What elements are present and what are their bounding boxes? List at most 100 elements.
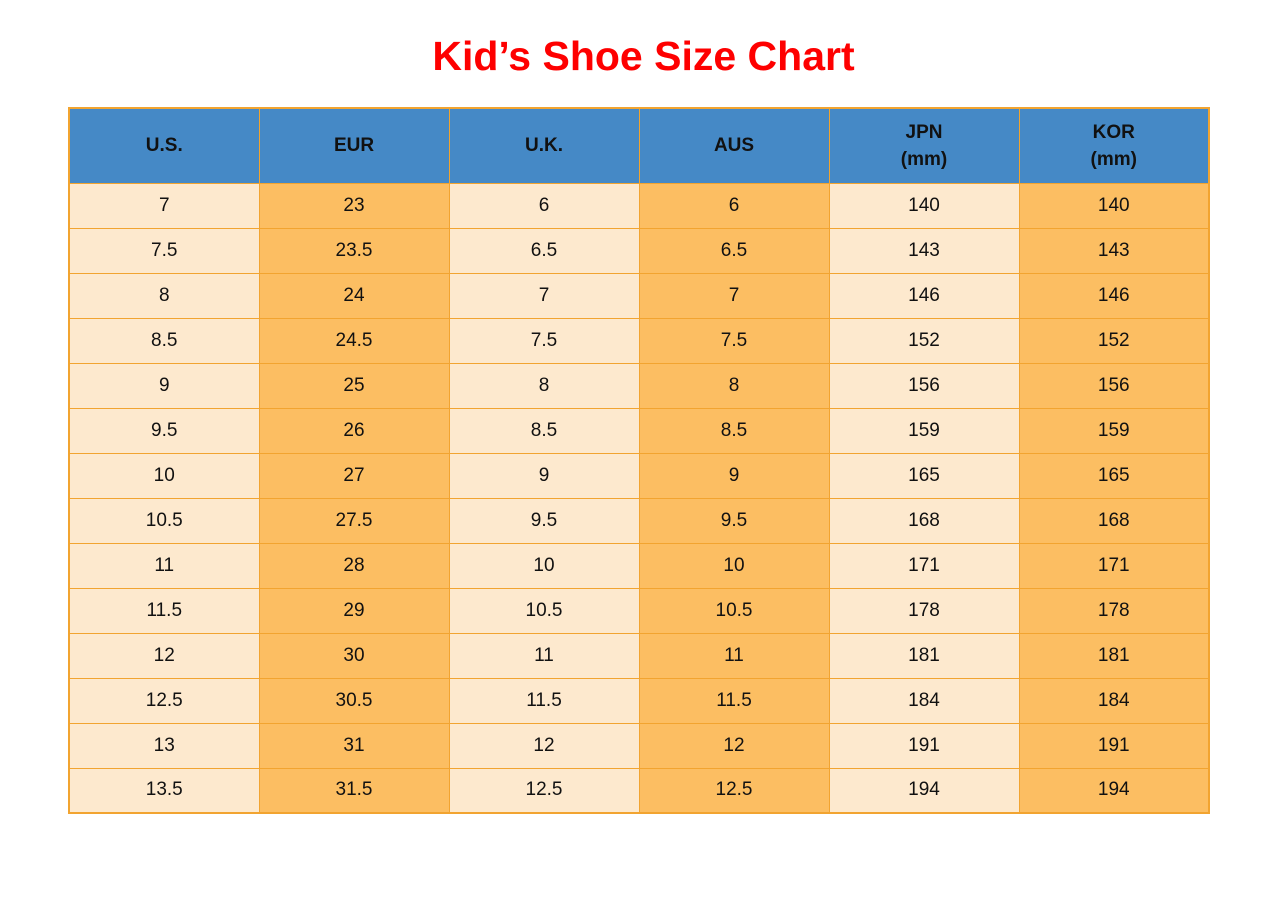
table-row: 12.5 30.5 11.5 11.5 184 184 xyxy=(68,677,1210,724)
table-cell: 168 xyxy=(1018,497,1210,544)
table-body: 7 23 6 6 140 140 7.5 23.5 6.5 6.5 143 143 8 24 7 7 146 14… xyxy=(68,182,1210,814)
table-header: U.S. EUR U.K. AUS JPN (mm) KOR (mm) xyxy=(68,107,1210,184)
table-cell: 143 xyxy=(1018,227,1210,274)
table-cell: 181 xyxy=(828,632,1020,679)
table-cell: 8.5 xyxy=(448,407,640,454)
table-cell: 146 xyxy=(1018,272,1210,319)
table-row: 8 24 7 7 146 146 xyxy=(68,272,1210,319)
table-cell: 27.5 xyxy=(258,497,450,544)
table-cell: 10.5 xyxy=(638,587,830,634)
table-cell: 143 xyxy=(828,227,1020,274)
table-cell: 7.5 xyxy=(448,317,640,364)
table-cell: 11.5 xyxy=(68,587,260,634)
table-cell: 11.5 xyxy=(448,677,640,724)
column-header-unit: (mm) xyxy=(900,148,948,170)
table-row: 9 25 8 8 156 156 xyxy=(68,362,1210,409)
table-cell: 156 xyxy=(1018,362,1210,409)
table-cell: 8.5 xyxy=(638,407,830,454)
table-cell: 152 xyxy=(828,317,1020,364)
table-row: 7 23 6 6 140 140 xyxy=(68,182,1210,229)
table-cell: 10 xyxy=(448,542,640,589)
table-cell: 12.5 xyxy=(638,767,830,814)
column-header-label: KOR xyxy=(1092,121,1135,143)
table-row: 11 28 10 10 171 171 xyxy=(68,542,1210,589)
table-cell: 26 xyxy=(258,407,450,454)
table-cell: 8.5 xyxy=(68,317,260,364)
table-cell: 8 xyxy=(448,362,640,409)
table-cell: 191 xyxy=(1018,722,1210,769)
table-cell: 159 xyxy=(828,407,1020,454)
column-header-uk: U.K. xyxy=(448,107,640,184)
table-cell: 7.5 xyxy=(68,227,260,274)
table-cell: 191 xyxy=(828,722,1020,769)
table-cell: 23 xyxy=(258,182,450,229)
table-cell: 9 xyxy=(638,452,830,499)
table-cell: 9.5 xyxy=(638,497,830,544)
table-cell: 9 xyxy=(68,362,260,409)
table-cell: 31 xyxy=(258,722,450,769)
table-cell: 12 xyxy=(638,722,830,769)
table-cell: 140 xyxy=(828,182,1020,229)
table-cell: 171 xyxy=(828,542,1020,589)
column-header-label: AUS xyxy=(713,135,755,157)
table-cell: 25 xyxy=(258,362,450,409)
table-cell: 168 xyxy=(828,497,1020,544)
table-cell: 171 xyxy=(1018,542,1210,589)
table-cell: 24 xyxy=(258,272,450,319)
column-header-kor: KOR (mm) xyxy=(1018,107,1210,184)
table-cell: 12.5 xyxy=(448,767,640,814)
table-cell: 12.5 xyxy=(68,677,260,724)
table-row: 13 31 12 12 191 191 xyxy=(68,722,1210,769)
table-cell: 7 xyxy=(68,182,260,229)
table-cell: 12 xyxy=(448,722,640,769)
table-cell: 31.5 xyxy=(258,767,450,814)
table-cell: 146 xyxy=(828,272,1020,319)
table-row: 11.5 29 10.5 10.5 178 178 xyxy=(68,587,1210,634)
table-row: 9.5 26 8.5 8.5 159 159 xyxy=(68,407,1210,454)
table-cell: 11 xyxy=(68,542,260,589)
table-cell: 28 xyxy=(258,542,450,589)
table-cell: 6.5 xyxy=(448,227,640,274)
shoe-size-table: U.S. EUR U.K. AUS JPN (mm) KOR (mm) 7 23 6 6 140 140… xyxy=(68,107,1210,814)
table-row: 13.5 31.5 12.5 12.5 194 194 xyxy=(68,767,1210,814)
table-cell: 184 xyxy=(1018,677,1210,724)
table-cell: 184 xyxy=(828,677,1020,724)
table-cell: 8 xyxy=(638,362,830,409)
table-cell: 152 xyxy=(1018,317,1210,364)
table-cell: 29 xyxy=(258,587,450,634)
table-cell: 10 xyxy=(68,452,260,499)
column-header-aus: AUS xyxy=(638,107,830,184)
table-cell: 165 xyxy=(828,452,1020,499)
table-cell: 13.5 xyxy=(68,767,260,814)
table-cell: 6.5 xyxy=(638,227,830,274)
table-cell: 23.5 xyxy=(258,227,450,274)
column-header-unit: (mm) xyxy=(1090,148,1137,170)
table-cell: 10 xyxy=(638,542,830,589)
table-row: 7.5 23.5 6.5 6.5 143 143 xyxy=(68,227,1210,274)
table-cell: 12 xyxy=(68,632,260,679)
table-container: U.S. EUR U.K. AUS JPN (mm) KOR (mm) 7 23 6 6 140 140… xyxy=(68,107,1210,814)
table-cell: 7 xyxy=(638,272,830,319)
table-cell: 11 xyxy=(638,632,830,679)
table-cell: 30.5 xyxy=(258,677,450,724)
table-row: 10 27 9 9 165 165 xyxy=(68,452,1210,499)
table-cell: 10.5 xyxy=(68,497,260,544)
table-cell: 140 xyxy=(1018,182,1210,229)
column-header-label: JPN xyxy=(905,121,943,143)
page-title: Kid’s Shoe Size Chart xyxy=(432,33,855,79)
table-cell: 27 xyxy=(258,452,450,499)
table-cell: 7 xyxy=(448,272,640,319)
table-cell: 165 xyxy=(1018,452,1210,499)
table-row: 12 30 11 11 181 181 xyxy=(68,632,1210,679)
table-row: 10.5 27.5 9.5 9.5 168 168 xyxy=(68,497,1210,544)
table-cell: 7.5 xyxy=(638,317,830,364)
table-cell: 156 xyxy=(828,362,1020,409)
column-header-jpn: JPN (mm) xyxy=(828,107,1020,184)
table-row: 8.5 24.5 7.5 7.5 152 152 xyxy=(68,317,1210,364)
table-cell: 11 xyxy=(448,632,640,679)
column-header-label: U.S. xyxy=(145,135,183,157)
table-cell: 24.5 xyxy=(258,317,450,364)
table-cell: 9 xyxy=(448,452,640,499)
table-cell: 194 xyxy=(828,767,1020,814)
header-row: U.S. EUR U.K. AUS JPN (mm) KOR (mm) xyxy=(68,107,1210,184)
